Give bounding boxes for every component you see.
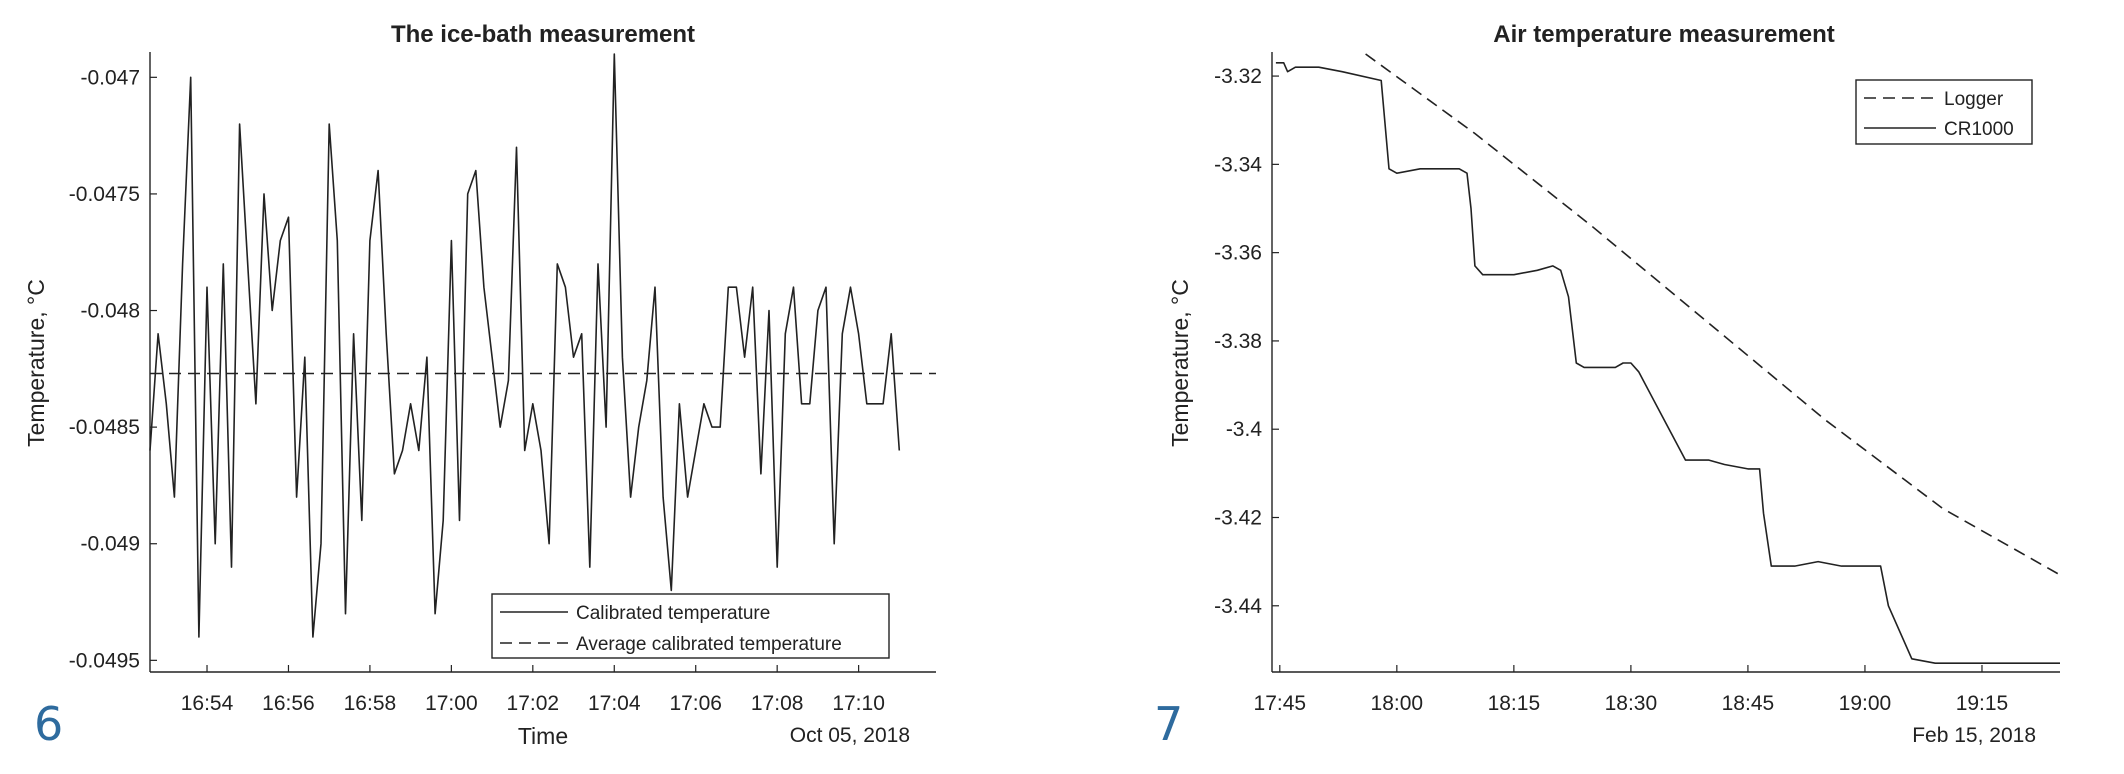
y-tick-label: -0.0485 <box>69 416 140 439</box>
x-tick-label: 17:04 <box>588 692 641 715</box>
legend: Calibrated temperature Average calibrate… <box>491 593 890 659</box>
y-tick-label: -3.38 <box>1214 330 1262 353</box>
y-tick-label: -0.0475 <box>69 183 140 206</box>
x-tick-label: 17:08 <box>751 692 804 715</box>
x-tick-label: 17:45 <box>1254 692 1307 715</box>
chart-ice-bath: The ice-bath measurement -0.047-0.0475-0… <box>23 21 936 751</box>
legend-entry-logger: Logger <box>1944 89 2004 110</box>
x-tick-label: 19:15 <box>1956 692 2009 715</box>
x-axis-label: Time <box>518 723 568 749</box>
y-tick-label: -3.32 <box>1214 65 1262 88</box>
y-tick-label: -0.049 <box>80 533 140 556</box>
y-axis-label: Temperature, °C <box>1167 279 1193 447</box>
chart-title: Air temperature measurement <box>1493 21 1834 48</box>
legend-entry-average: Average calibrated temperature <box>576 634 842 655</box>
legend-entry-calibrated: Calibrated temperature <box>576 603 770 624</box>
series-lines <box>149 53 936 638</box>
x-tick-label: 18:00 <box>1371 692 1424 715</box>
chart-title: The ice-bath measurement <box>391 21 695 48</box>
x-tick-label: 16:54 <box>181 692 234 715</box>
date-label: Feb 15, 2018 <box>1912 724 2036 747</box>
x-tick-label: 19:00 <box>1839 692 1892 715</box>
y-tick-label: -3.36 <box>1214 242 1262 265</box>
y-tick-label: -0.048 <box>80 300 140 323</box>
y-tick-label: -3.44 <box>1214 595 1262 618</box>
series-line-cr1000 <box>1275 62 2060 664</box>
x-tick-label: 16:56 <box>262 692 315 715</box>
x-tick-label: 16:58 <box>344 692 397 715</box>
y-axis-label: Temperature, °C <box>23 279 49 447</box>
x-tick-label: 18:30 <box>1605 692 1658 715</box>
x-tick-label: 17:00 <box>425 692 478 715</box>
x-tick-label: 17:10 <box>832 692 885 715</box>
x-tick-label: 17:02 <box>507 692 560 715</box>
series-line-calibrated-temperature <box>149 53 901 638</box>
x-tick-label: 17:06 <box>669 692 722 715</box>
legend-entry-cr1000: CR1000 <box>1944 119 2014 140</box>
series-lines <box>1275 53 2061 664</box>
x-tick-label: 18:15 <box>1488 692 1541 715</box>
chart-air-temperature: Air temperature measurement -3.32-3.34-3… <box>1154 21 2061 751</box>
panel-number: 7 <box>1154 697 1183 751</box>
x-tick-label: 18:45 <box>1722 692 1775 715</box>
date-label: Oct 05, 2018 <box>790 724 910 747</box>
legend: Logger CR1000 <box>1855 79 2033 145</box>
y-tick-label: -3.34 <box>1214 153 1262 176</box>
y-tick-label: -3.4 <box>1226 418 1263 441</box>
plot-area: -3.32 -3.34 -3.36 -3.38 -3.4 -3.42 -3.44 17:45 1… <box>1214 52 2060 715</box>
legend-box <box>491 593 890 659</box>
y-tick-label: -0.047 <box>80 66 140 89</box>
plot-area: -0.047 -0.0475 -0.048 -0.0485 -0.049 -0.0495 1… <box>69 52 936 715</box>
y-tick-label: -3.42 <box>1214 507 1262 530</box>
legend-box <box>1855 79 2033 145</box>
y-tick-label: -0.0495 <box>69 649 140 672</box>
series-line-logger <box>1365 53 2061 576</box>
panel-number: 6 <box>34 697 63 751</box>
